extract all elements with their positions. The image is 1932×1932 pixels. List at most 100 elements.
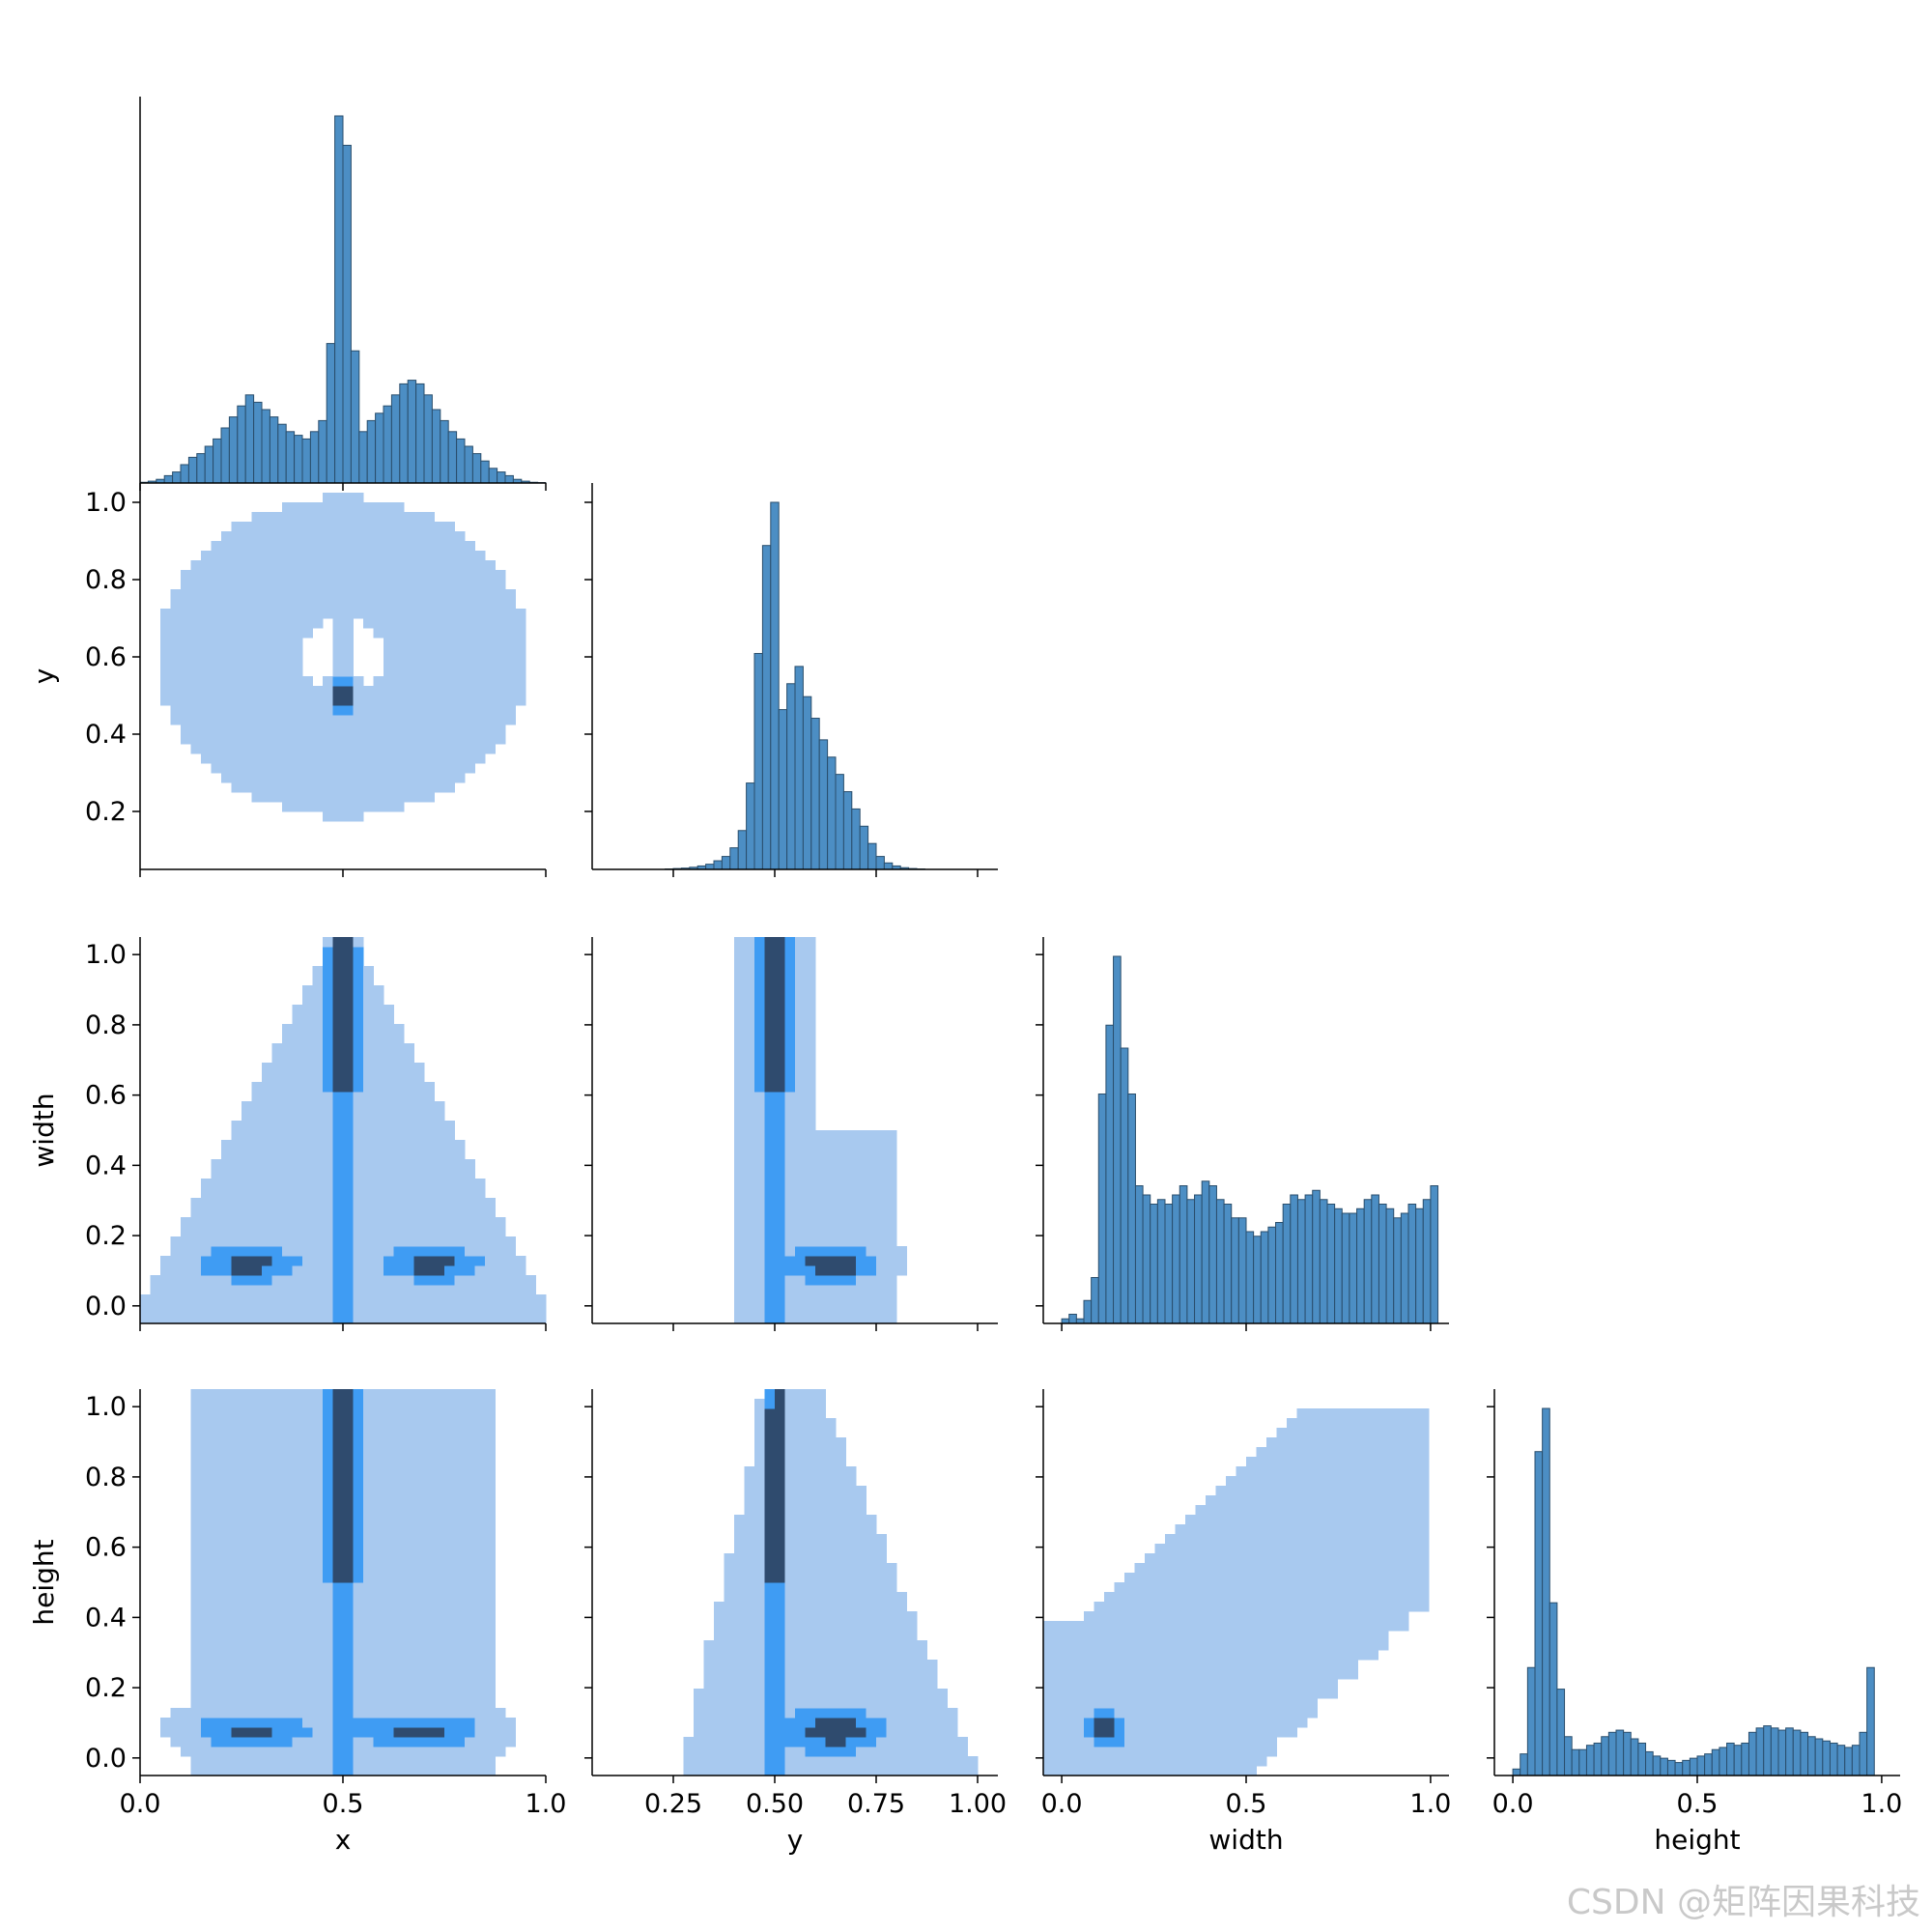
hist2d-cell	[353, 609, 364, 619]
hist2d-cell	[1215, 1631, 1227, 1641]
hist2d-cell	[323, 1437, 333, 1448]
hist2d-cell	[323, 705, 333, 716]
hist2d-cell	[1215, 1689, 1227, 1699]
hist2d-cell	[1145, 1679, 1155, 1690]
hist2d-cell	[201, 1698, 212, 1709]
hist2d-cell	[465, 1573, 475, 1583]
hist2d-cell	[332, 1602, 344, 1612]
hist2d-cell	[190, 599, 202, 610]
hist2d-cell	[424, 1265, 435, 1276]
hist2d-cell	[1236, 1515, 1247, 1525]
hist2d-cell	[845, 1524, 857, 1535]
hist2d-cell	[795, 1150, 806, 1160]
hist2d-cell	[251, 618, 263, 629]
hist2d-cell	[856, 1679, 867, 1690]
hist2d-cell	[1165, 1544, 1176, 1554]
hist-bar	[713, 860, 723, 870]
hist2d-cell	[836, 1611, 846, 1622]
hist2d-cell	[845, 1582, 857, 1593]
hist2d-cell	[896, 1265, 907, 1276]
hist2d-cell	[150, 1285, 161, 1295]
hist2d-cell	[845, 1217, 857, 1228]
hist2d-cell	[282, 1495, 293, 1506]
hist2d-cell	[332, 1082, 344, 1093]
hist2d-cell	[393, 1640, 405, 1651]
hist-bar	[1164, 1204, 1174, 1324]
hist2d-cell	[312, 1640, 324, 1651]
hist2d-cell	[312, 1466, 324, 1477]
hist2d-cell	[856, 1534, 867, 1545]
hist2d-cell	[271, 1602, 283, 1612]
hist2d-cell	[404, 1140, 414, 1151]
hist2d-cell	[926, 1747, 938, 1757]
hist2d-cell	[221, 773, 232, 783]
hist2d-cell	[485, 1534, 496, 1545]
hist2d-cell	[424, 1737, 435, 1747]
hist2d-cell	[413, 1747, 425, 1757]
hist2d-cell	[251, 1198, 263, 1208]
hist2d-cell	[906, 1611, 918, 1622]
hist-bar	[1290, 1194, 1298, 1324]
hist2d-cell	[454, 609, 466, 619]
hist2d-cell	[454, 1457, 466, 1467]
hist2d-cell	[312, 1053, 324, 1064]
hist-bar	[737, 830, 748, 870]
hist2d-cell	[1236, 1708, 1247, 1719]
hist-bar	[1215, 1199, 1225, 1324]
hist2d-cell	[444, 580, 455, 590]
hist2d-cell	[775, 1447, 785, 1458]
hist2d-cell	[231, 609, 242, 619]
hist2d-cell	[744, 947, 755, 957]
hist2d-cell	[805, 976, 816, 986]
hist2d-cell	[262, 1072, 272, 1083]
hist2d-cell	[454, 1188, 466, 1199]
hist2d-cell	[251, 782, 263, 793]
hist2d-cell	[474, 1227, 486, 1237]
hist2d-cell	[775, 1005, 785, 1015]
hist2d-cell	[775, 1495, 785, 1506]
hist2d-cell	[393, 1399, 405, 1409]
hist2d-cell	[1185, 1621, 1196, 1632]
hist2d-cell	[323, 1457, 333, 1467]
hist2d-cell	[866, 1679, 877, 1690]
hist2d-cell	[1256, 1631, 1267, 1641]
hist2d-cell	[292, 1660, 303, 1670]
hist2d-cell	[703, 1689, 715, 1699]
hist2d-cell	[775, 1650, 785, 1661]
hist2d-cell	[211, 580, 222, 590]
hist2d-cell	[775, 1169, 785, 1179]
hist2d-cell	[775, 1246, 785, 1257]
hist2d-cell	[906, 1727, 918, 1738]
hist2d-cell	[694, 1747, 704, 1757]
hist2d-cell	[1094, 1611, 1105, 1622]
hist2d-cell	[413, 1447, 425, 1458]
hist2d-cell	[754, 1737, 765, 1747]
hist2d-cell	[734, 1314, 745, 1324]
hist2d-cell	[384, 1314, 394, 1324]
hist2d-cell	[170, 1304, 182, 1315]
hist2d-cell	[1266, 1718, 1277, 1728]
hist2d-cell	[292, 570, 303, 581]
hist2d-cell	[262, 1747, 272, 1757]
hist2d-cell	[815, 1304, 826, 1315]
hist2d-cell	[221, 1437, 232, 1448]
hist2d-cell	[363, 541, 374, 552]
hist2d-cell	[784, 1756, 796, 1767]
hist2d-cell	[424, 541, 435, 552]
hist2d-cell	[190, 1285, 202, 1295]
hist2d-cell	[251, 1285, 263, 1295]
hist2d-cell	[784, 1294, 796, 1305]
hist2d-cell	[465, 618, 475, 629]
hist2d-cell	[434, 1256, 445, 1266]
hist-bar	[423, 394, 433, 484]
hist2d-cell	[292, 560, 303, 571]
hist2d-cell	[454, 1208, 466, 1218]
hist2d-cell	[434, 1640, 445, 1651]
hist2d-cell	[332, 1063, 344, 1073]
hist2d-cell	[271, 1418, 283, 1429]
hist2d-cell	[434, 1217, 445, 1228]
hist2d-cell	[1094, 1737, 1105, 1747]
hist2d-cell	[795, 1573, 806, 1583]
hist2d-cell	[251, 1101, 263, 1112]
hist2d-cell	[454, 1466, 466, 1477]
